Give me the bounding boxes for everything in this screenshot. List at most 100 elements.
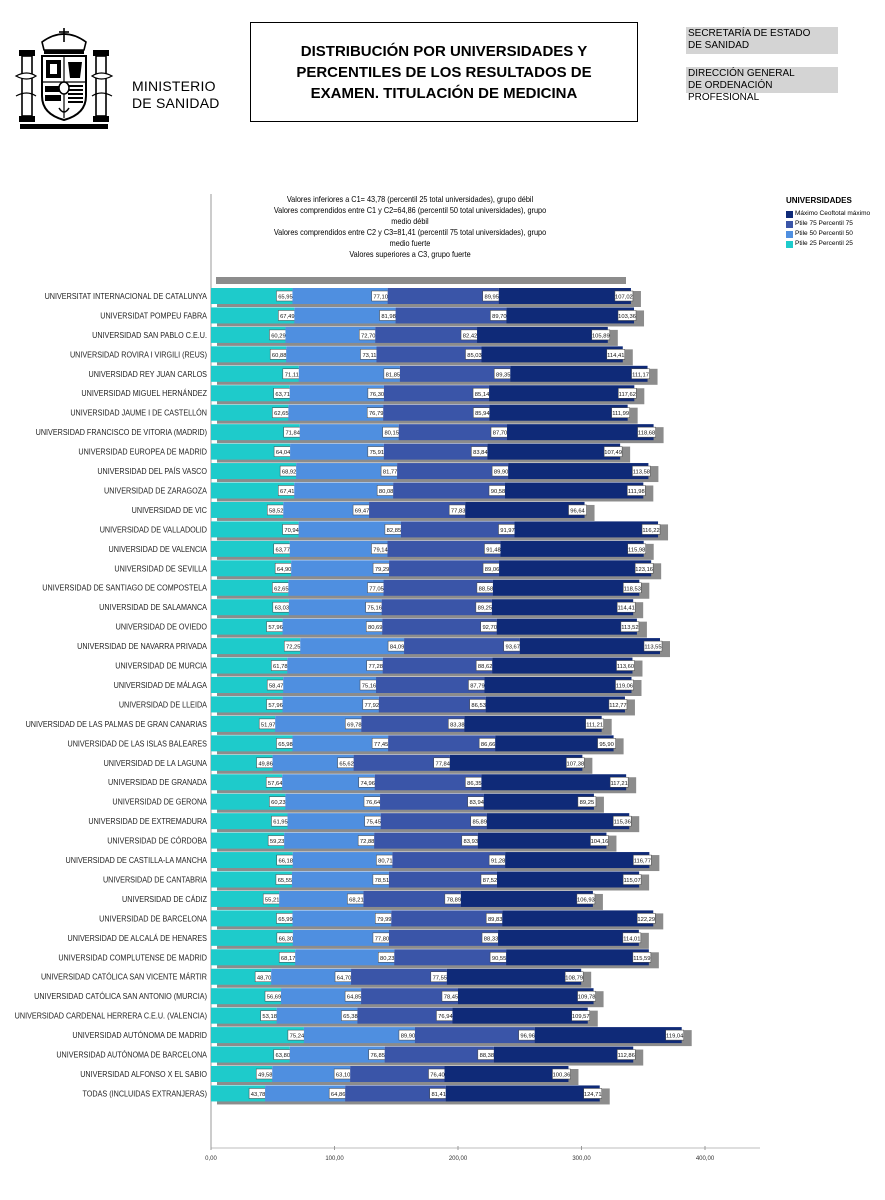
category-label: UNIVERSIDAD DE BARCELONA	[99, 914, 208, 924]
data-label-p50: 64,70	[337, 975, 352, 981]
bar-max	[534, 1027, 682, 1044]
data-label-max: 89,25	[580, 800, 595, 806]
bar-p50	[282, 774, 375, 791]
data-label-p50: 81,85	[386, 372, 401, 378]
category-label: UNIVERSIDAD DE GRANADA	[108, 778, 208, 788]
data-label-p75: 90,58	[491, 489, 506, 495]
data-label-box-max	[568, 504, 587, 516]
data-label-box-max	[614, 290, 634, 302]
data-label-p25: 56,69	[267, 995, 282, 1001]
data-label-p50: 68,21	[349, 897, 364, 903]
data-label-p25: 59,23	[270, 839, 285, 845]
data-label-p75: 85,94	[475, 411, 490, 417]
category-label: UNIVERSIDAD FRANCISCO DE VITORIA (MADRID…	[36, 428, 208, 438]
bar-max	[510, 365, 648, 382]
bar-max	[498, 288, 631, 304]
bar-p75	[393, 482, 506, 499]
legend-swatch-p50	[786, 230, 793, 238]
title-box: DISTRIBUCIÓN POR UNIVERSIDADES Y PERCENT…	[250, 22, 638, 122]
data-label-p75: 85,03	[467, 353, 482, 359]
data-label-max: 111,17	[632, 372, 649, 378]
page-title: DISTRIBUCIÓN POR UNIVERSIDADES Y PERCENT…	[296, 42, 592, 102]
legend-swatch-max	[786, 210, 793, 218]
data-label-max: 115,98	[628, 547, 645, 553]
data-label-max: 103,36	[618, 314, 636, 320]
data-label-p50: 75,45	[366, 820, 381, 826]
category-label: UNIVERSIDAD SAN PABLO C.E.U.	[92, 330, 207, 340]
data-label-max: 111,21	[586, 722, 603, 728]
bar-p75	[387, 540, 501, 557]
category-label: UNIVERSIDAD DE LA LAGUNA	[104, 758, 208, 768]
bar-p75	[353, 754, 450, 771]
data-label-p25: 49,58	[258, 1073, 273, 1079]
bar-p25	[211, 618, 283, 635]
bar-max	[483, 793, 594, 810]
bar-max	[505, 852, 650, 869]
data-label-box-max	[591, 329, 611, 341]
note-line-3: Valores comprendidos entre C2 y C3=81,41…	[273, 227, 547, 248]
category-label: UNIVERSIDAD DE SANTIAGO DE COMPOSTELA	[42, 583, 207, 593]
category-label: UNIVERSIDAD DE OVIEDO	[116, 622, 207, 632]
data-label-box-max	[627, 485, 646, 496]
bar-max	[485, 696, 625, 713]
bar-p25	[211, 890, 280, 907]
bar-max	[519, 638, 660, 655]
legend-swatch-p25	[786, 240, 793, 248]
data-label-p50: 64,85	[347, 995, 362, 1001]
data-label-p50: 79,14	[373, 547, 388, 553]
category-label: UNIVERSIDAD DE CÁDIZ	[122, 895, 207, 905]
bar-p50	[291, 560, 390, 577]
x-tick-label: 0,00	[205, 1156, 217, 1162]
data-label-p25: 67,49	[280, 314, 295, 320]
category-label: UNIVERSITAT INTERNACIONAL DE CATALUNYA	[45, 292, 208, 302]
category-label: UNIVERSIDAD MIGUEL HERNÁNDEZ	[81, 389, 207, 399]
data-label-max: 118,68	[638, 431, 655, 437]
data-label-p50: 73,11	[362, 353, 376, 359]
data-label-p50: 65,38	[343, 1014, 358, 1020]
bar-p75	[375, 326, 478, 343]
bar-p25	[211, 793, 286, 810]
data-label-p75: 81,41	[431, 1092, 446, 1098]
data-label-p50: 77,45	[374, 742, 389, 748]
data-label-p25: 62,65	[274, 586, 289, 592]
data-label-max: 96,64	[570, 508, 585, 514]
data-label-p25: 71,84	[285, 431, 300, 437]
category-label: UNIVERSIDAD COMPLUTENSE DE MADRID	[58, 953, 207, 963]
data-label-max: 122,29	[637, 917, 655, 923]
bar-max	[446, 968, 582, 985]
data-label-p50: 81,77	[383, 470, 398, 476]
category-label: UNIVERSIDAD DE SALAMANCA	[99, 603, 208, 613]
bar-p25	[211, 832, 285, 849]
category-label: UNIVERSIDAD DE GERONA	[112, 797, 207, 807]
legend-item-p25: Ptile 25 Percentil 25	[786, 239, 881, 249]
x-tick-label: 100,00	[325, 1156, 344, 1162]
bar-p50	[272, 1066, 351, 1082]
data-label-p50: 76,64	[366, 800, 381, 806]
bar-p50	[284, 832, 375, 849]
data-label-box-max	[631, 368, 650, 380]
bar-max	[444, 1066, 569, 1082]
bar-p50	[289, 1046, 385, 1063]
data-label-max: 123,16	[635, 567, 653, 573]
bar-p75	[404, 638, 520, 655]
bar-p50	[282, 696, 379, 713]
bar-p25	[211, 852, 293, 869]
bar-p50	[292, 929, 389, 946]
bar-p25	[211, 735, 293, 752]
note-line-2: Valores comprendidos entre C1 y C2=64,86…	[273, 205, 547, 226]
note-line-4: Valores superiores a C3, grupo fuerte	[349, 249, 471, 259]
data-label-p75: 85,14	[475, 392, 490, 398]
data-label-p50: 74,96	[361, 781, 376, 787]
data-label-p25: 64,04	[276, 450, 291, 456]
category-label: UNIVERSIDAD DE LLEIDA	[119, 700, 208, 710]
data-label-box-max	[603, 446, 623, 457]
bar-p25	[211, 988, 282, 1005]
data-label-box-max	[606, 349, 626, 360]
legend-label-p25: Ptile 25 Percentil 25	[795, 240, 853, 247]
data-label-box-max	[583, 1088, 602, 1099]
bar-max	[460, 890, 593, 907]
data-label-p25: 49,86	[258, 761, 273, 767]
bar-max	[489, 385, 635, 402]
category-label: UNIVERSIDAD DE NAVARRA PRIVADA	[77, 642, 208, 652]
ministry-name: MINISTERIO DE SANIDAD	[132, 78, 220, 112]
